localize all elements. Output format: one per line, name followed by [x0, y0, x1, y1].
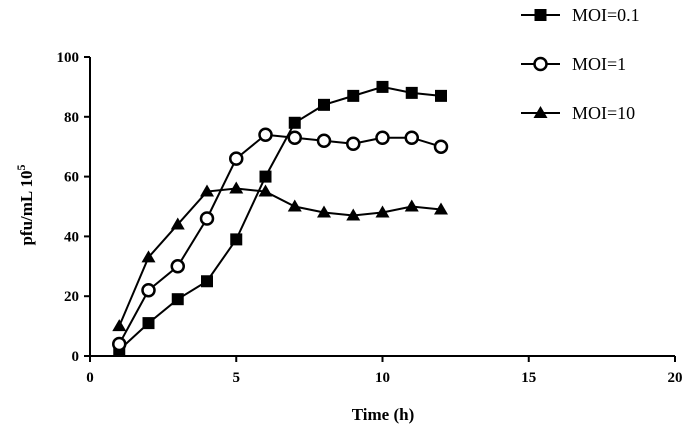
data-point-square: [347, 89, 360, 102]
data-point-triangle: [404, 199, 419, 212]
data-point-circle: [258, 127, 273, 142]
x-tick-label: 10: [375, 370, 390, 386]
data-point-circle: [229, 151, 244, 166]
data-point-circle: [287, 130, 302, 145]
x-tick-label: 5: [233, 370, 241, 386]
data-point-circle: [375, 130, 390, 145]
data-point-square: [142, 317, 155, 330]
legend-label: MOI=10: [572, 103, 635, 123]
y-tick-label: 40: [64, 229, 79, 245]
data-point-square: [405, 86, 418, 99]
legend-item-2: MOI=1: [521, 54, 626, 74]
legend-item-1: MOI=0.1: [521, 5, 640, 25]
series-layer: [112, 80, 449, 357]
data-point-circle: [533, 56, 548, 72]
data-point-circle: [433, 139, 449, 154]
data-point-circle: [404, 130, 419, 145]
ticks: 0 5 10 15 20 0 20 40 60 80 100: [57, 50, 683, 386]
y-tick-label: 100: [57, 50, 80, 66]
data-point-circle: [346, 136, 361, 151]
data-point-square: [201, 275, 213, 288]
data-point-triangle: [346, 208, 361, 221]
x-tick-label: 0: [86, 370, 94, 386]
data-point-square: [534, 9, 547, 21]
data-point-triangle: [112, 319, 127, 332]
data-point-triangle: [434, 202, 448, 215]
x-axis-title: Time (h): [352, 405, 415, 424]
data-point-triangle: [533, 106, 548, 118]
data-point-triangle: [375, 205, 390, 218]
series-1: [113, 80, 447, 357]
data-point-square: [435, 89, 447, 102]
data-point-square: [259, 170, 272, 183]
data-point-triangle: [200, 184, 214, 197]
data-point-circle: [141, 282, 156, 298]
data-point-triangle: [170, 217, 185, 230]
y-axis-title: pfu/mL 105: [14, 164, 36, 245]
y-tick-label: 80: [64, 110, 79, 126]
series-3: [112, 181, 448, 332]
data-point-square: [376, 80, 389, 93]
y-tick-label: 60: [64, 170, 79, 186]
series-line: [118, 187, 442, 327]
data-point-square: [230, 233, 243, 246]
data-point-square: [171, 293, 184, 306]
y-tick-label: 20: [64, 289, 79, 305]
legend-label: MOI=1: [572, 54, 626, 74]
series-line: [118, 133, 442, 345]
data-point-triangle: [141, 250, 156, 263]
y-tick-label: 0: [72, 349, 80, 365]
data-point-circle: [199, 211, 215, 226]
series-2: [112, 127, 449, 352]
data-point-triangle: [258, 184, 273, 197]
data-point-circle: [112, 336, 127, 352]
y-axis-title-sup: 5: [14, 164, 28, 170]
x-tick-label: 20: [668, 370, 683, 386]
data-point-triangle: [287, 199, 302, 212]
data-point-square: [318, 98, 330, 111]
data-point-circle: [170, 259, 185, 274]
data-point-circle: [316, 133, 332, 148]
x-tick-label: 15: [521, 370, 536, 386]
data-point-square: [288, 116, 301, 129]
data-point-triangle: [317, 205, 331, 218]
legend-label: MOI=0.1: [572, 5, 640, 25]
data-point-triangle: [229, 181, 244, 194]
series-line: [118, 85, 442, 351]
legend: MOI=0.1 MOI=1 MOI=10: [521, 5, 640, 123]
y-axis-title-main: pfu/mL 10: [17, 170, 36, 245]
legend-item-3: MOI=10: [521, 103, 635, 123]
